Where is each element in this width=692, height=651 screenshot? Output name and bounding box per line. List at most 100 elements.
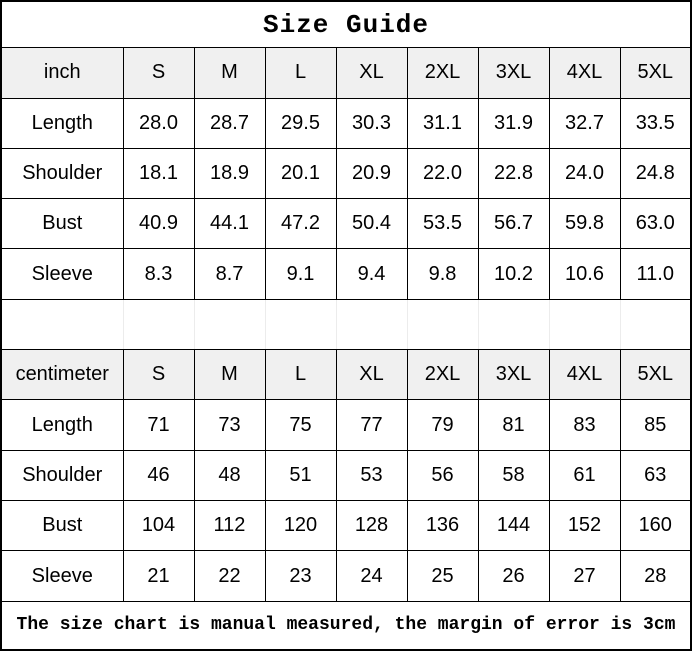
measurement-value: 63 — [619, 449, 692, 502]
measurement-label: Shoulder — [0, 147, 124, 200]
measurement-value: 75 — [264, 399, 337, 451]
measurement-value: 40.9 — [122, 198, 195, 250]
size-column-header: 5XL — [619, 349, 692, 401]
measurement-value: 51 — [264, 449, 337, 502]
measurement-value: 136 — [406, 500, 479, 552]
measurement-value: 25 — [406, 550, 479, 602]
measurement-value: 128 — [335, 500, 408, 552]
measurement-value: 20.9 — [335, 147, 408, 200]
measurement-value: 18.1 — [122, 147, 195, 200]
measurement-value: 23 — [264, 550, 337, 602]
measurement-value: 30.3 — [335, 97, 408, 149]
measurement-value: 26 — [477, 550, 550, 602]
measurement-value: 31.9 — [477, 97, 550, 149]
unit-label-inch: inch — [0, 47, 124, 99]
measurement-value: 11.0 — [619, 248, 692, 300]
measurement-value: 144 — [477, 500, 550, 552]
measurement-value: 73 — [193, 399, 266, 451]
measurement-value: 85 — [619, 399, 692, 451]
measurement-value: 71 — [122, 399, 195, 451]
measurement-value: 81 — [477, 399, 550, 451]
measurement-value: 77 — [335, 399, 408, 451]
footer-note: The size chart is manual measured, the m… — [1, 600, 691, 651]
measurement-value: 31.1 — [406, 97, 479, 149]
measurement-value: 9.1 — [264, 248, 337, 300]
measurement-value: 59.8 — [548, 198, 621, 250]
measurement-value: 53 — [335, 449, 408, 502]
measurement-value: 28 — [619, 550, 692, 602]
size-column-header: 4XL — [548, 349, 621, 401]
title-row: Size Guide — [1, 0, 691, 49]
measurement-value: 33.5 — [619, 97, 692, 149]
measurement-value: 53.5 — [406, 198, 479, 250]
size-column-header: M — [193, 47, 266, 99]
measurement-label: Shoulder — [0, 449, 124, 502]
measurement-label: Bust — [0, 198, 124, 250]
measurement-value: 24 — [335, 550, 408, 602]
size-column-header: 4XL — [548, 47, 621, 99]
measurement-row: Shoulder 18.1 18.9 20.1 20.9 22.0 22.8 24.0 24.8 — [0, 147, 692, 200]
size-column-header: S — [122, 47, 195, 99]
measurement-value: 83 — [548, 399, 621, 451]
measurement-value: 24.8 — [619, 147, 692, 200]
measurement-value: 79 — [406, 399, 479, 451]
measurement-row: Sleeve 21 22 23 24 25 26 27 28 — [0, 550, 692, 602]
measurement-row: Bust 104 112 120 128 136 144 152 160 — [0, 500, 692, 552]
measurement-value: 27 — [548, 550, 621, 602]
size-column-header: XL — [335, 47, 408, 99]
footer-row: The size chart is manual measured, the m… — [1, 600, 691, 651]
measurement-value: 47.2 — [264, 198, 337, 250]
size-column-header: 2XL — [406, 47, 479, 99]
measurement-value: 50.4 — [335, 198, 408, 250]
measurement-label: Length — [0, 399, 124, 451]
spacer-cell — [264, 298, 337, 351]
measurement-value: 8.7 — [193, 248, 266, 300]
measurement-value: 152 — [548, 500, 621, 552]
measurement-value: 46 — [122, 449, 195, 502]
header-row-inch: inch S M L XL 2XL 3XL 4XL 5XL — [0, 47, 692, 99]
measurement-row: Sleeve 8.3 8.7 9.1 9.4 9.8 10.2 10.6 11.0 — [0, 248, 692, 300]
size-column-header: M — [193, 349, 266, 401]
unit-label-centimeter: centimeter — [0, 349, 124, 401]
measurement-value: 20.1 — [264, 147, 337, 200]
measurement-value: 63.0 — [619, 198, 692, 250]
size-column-header: S — [122, 349, 195, 401]
measurement-value: 21 — [122, 550, 195, 602]
size-column-header: 3XL — [477, 349, 550, 401]
size-column-header: 3XL — [477, 47, 550, 99]
measurement-value: 32.7 — [548, 97, 621, 149]
size-column-header: L — [264, 349, 337, 401]
measurement-value: 29.5 — [264, 97, 337, 149]
measurement-value: 22.0 — [406, 147, 479, 200]
measurement-value: 8.3 — [122, 248, 195, 300]
size-column-header: L — [264, 47, 337, 99]
measurement-value: 22.8 — [477, 147, 550, 200]
measurement-row: Length 28.0 28.7 29.5 30.3 31.1 31.9 32.7 33.5 — [0, 97, 692, 149]
measurement-value: 56.7 — [477, 198, 550, 250]
size-column-header: 2XL — [406, 349, 479, 401]
measurement-value: 9.8 — [406, 248, 479, 300]
spacer-cell — [406, 298, 479, 351]
spacer-cell — [477, 298, 550, 351]
measurement-row: Shoulder 46 48 51 53 56 58 61 63 — [0, 449, 692, 502]
header-row-centimeter: centimeter S M L XL 2XL 3XL 4XL 5XL — [0, 349, 692, 401]
size-column-header: XL — [335, 349, 408, 401]
spacer-row — [0, 298, 692, 351]
measurement-value: 24.0 — [548, 147, 621, 200]
measurement-value: 22 — [193, 550, 266, 602]
spacer-cell — [548, 298, 621, 351]
measurement-value: 44.1 — [193, 198, 266, 250]
spacer-cell — [335, 298, 408, 351]
measurement-value: 10.6 — [548, 248, 621, 300]
spacer-cell — [193, 298, 266, 351]
measurement-value: 61 — [548, 449, 621, 502]
measurement-value: 18.9 — [193, 147, 266, 200]
measurement-label: Length — [0, 97, 124, 149]
measurement-row: Bust 40.9 44.1 47.2 50.4 53.5 56.7 59.8 63.0 — [0, 198, 692, 250]
measurement-value: 10.2 — [477, 248, 550, 300]
spacer-cell — [122, 298, 195, 351]
measurement-label: Bust — [0, 500, 124, 552]
